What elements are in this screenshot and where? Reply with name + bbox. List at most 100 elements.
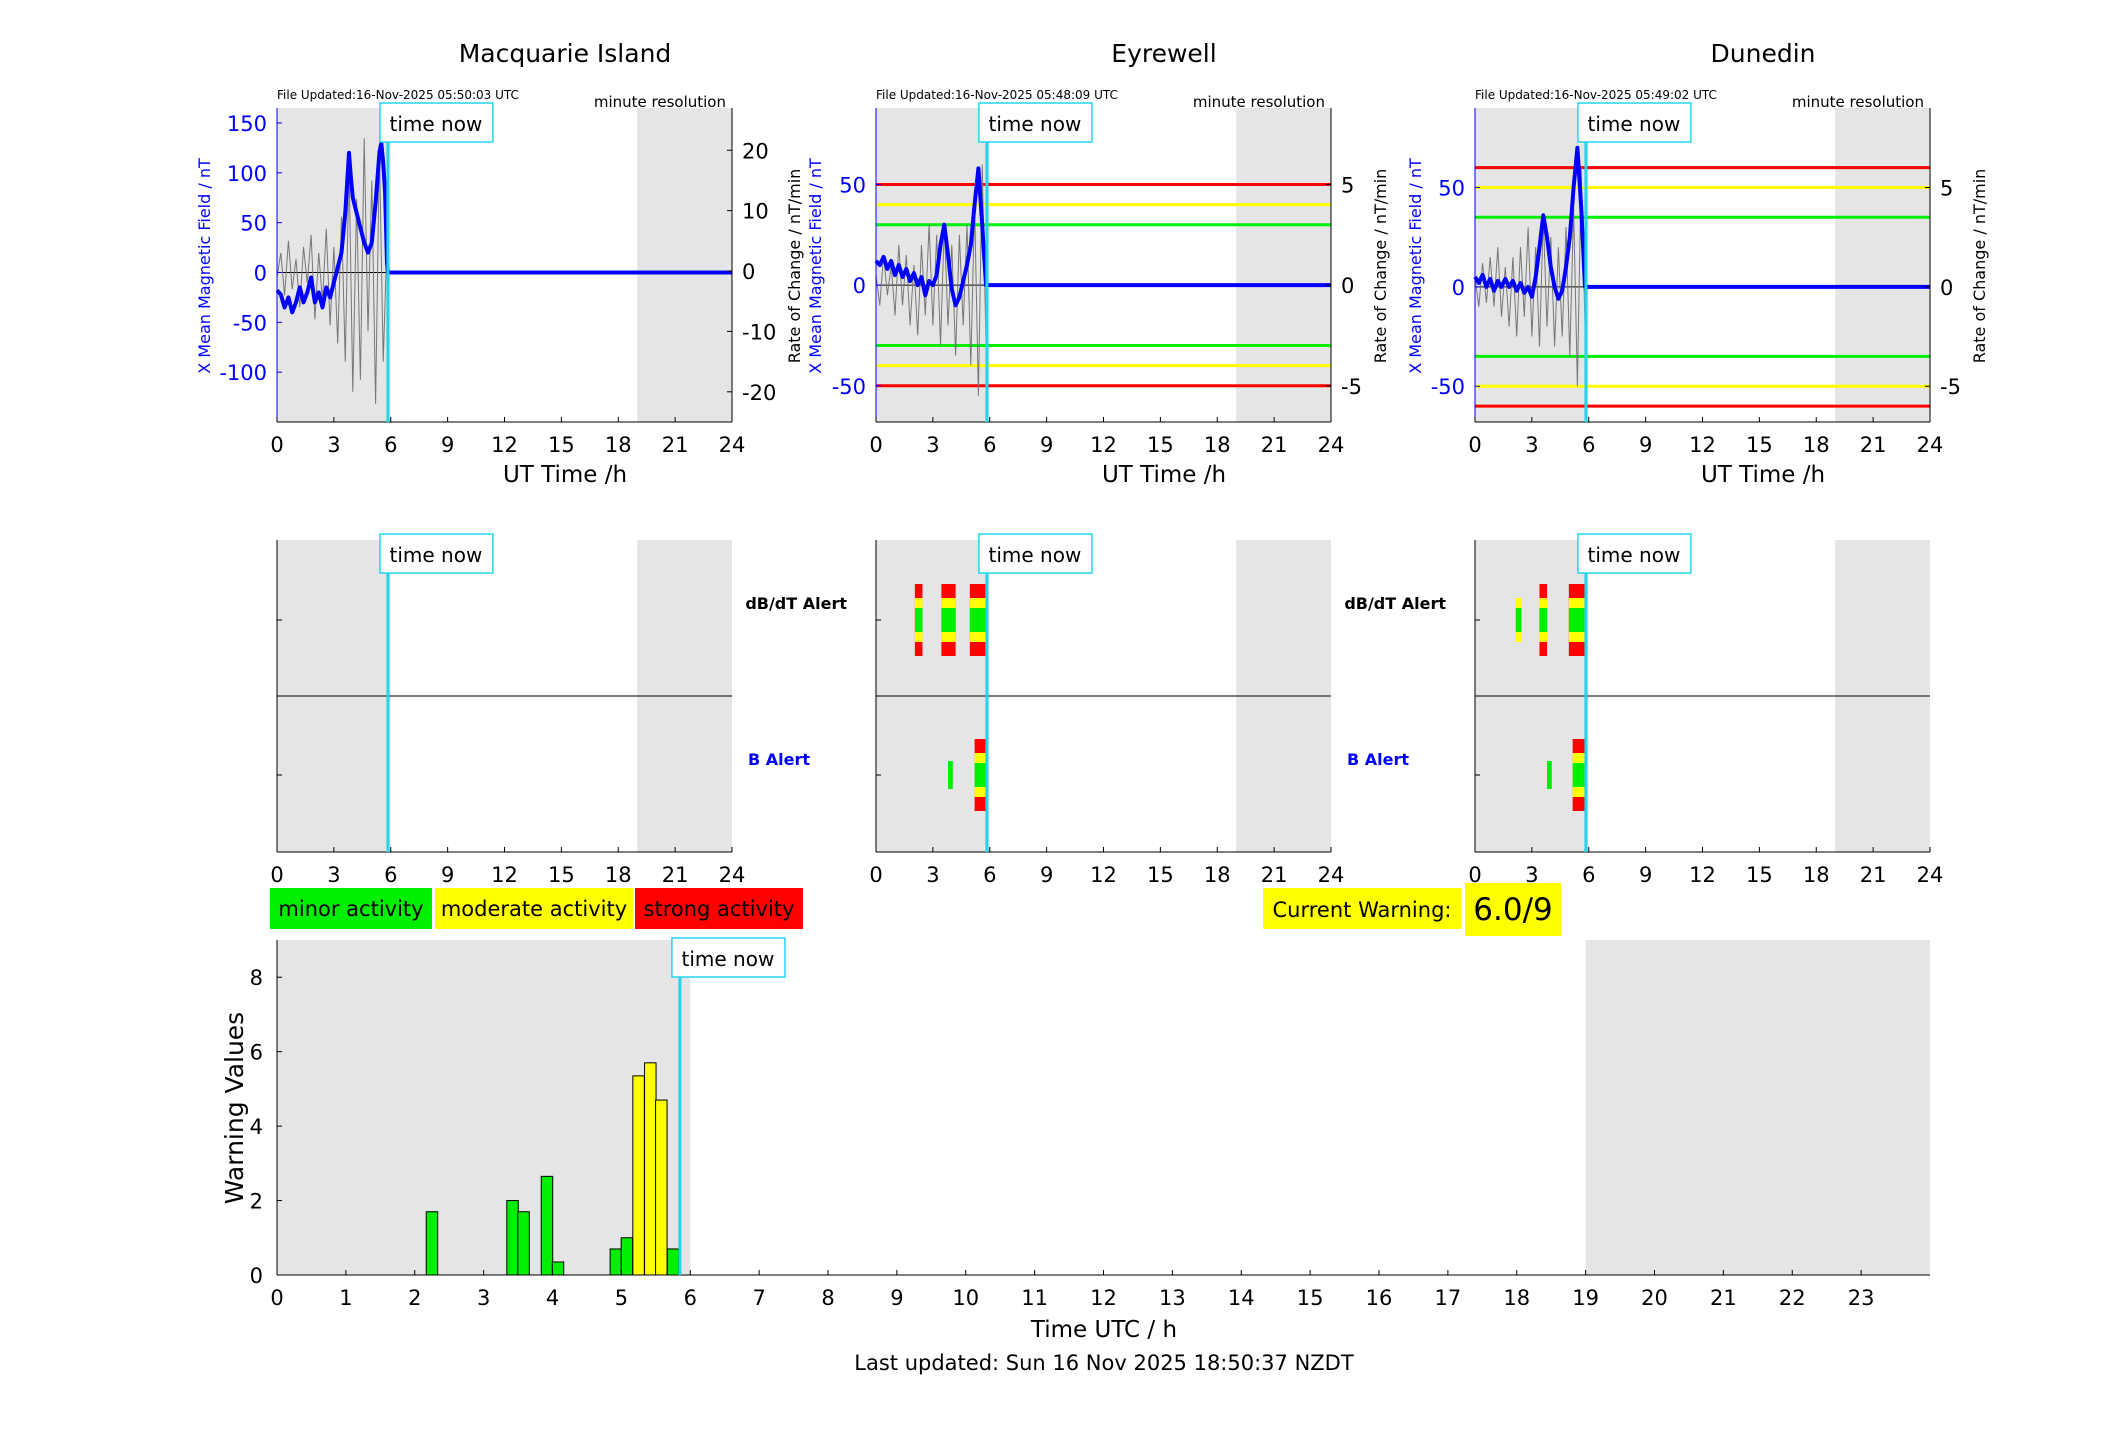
- time-now-label-macquarie: time now: [390, 112, 483, 136]
- y-left-tick-label-eyrewell-1: 0: [853, 274, 866, 298]
- night-shade-eyrewell-1: [1236, 108, 1331, 422]
- warning-x-tick-label-7: 7: [752, 1286, 765, 1310]
- warning-bar-6: [620, 1237, 634, 1276]
- dbdt-alert-label-eyrewell: dB/dT Alert: [1344, 594, 1446, 613]
- alert-x-tick-label-macquarie-6: 18: [605, 863, 632, 887]
- warning-x-tick-label-12: 12: [1090, 1286, 1117, 1310]
- warning-x-tick-label-11: 11: [1021, 1286, 1048, 1310]
- b-alert-dunedin-0-0: [1547, 761, 1552, 789]
- rate-axis-eyrewell: Rate of Change / nT/min: [1371, 169, 1390, 364]
- warning-x-tick-label-18: 18: [1503, 1286, 1530, 1310]
- warning-x-tick-label-3: 3: [477, 1286, 490, 1310]
- panel-title-macquarie: Macquarie Island: [459, 39, 672, 68]
- time-now-label-dunedin: time now: [1588, 112, 1681, 136]
- x-tick-label-macquarie-0: 0: [270, 433, 283, 457]
- warning-bar-7: [632, 1075, 645, 1276]
- warning-bar-0: [425, 1211, 439, 1276]
- alert-x-tick-label-dunedin-2: 6: [1582, 863, 1595, 887]
- warning-y-tick-label-0: 0: [250, 1264, 263, 1288]
- dbdt-alert-dunedin-2-2: [1568, 608, 1586, 632]
- file-updated-macquarie: File Updated:16-Nov-2025 05:50:03 UTC: [277, 88, 519, 102]
- x-tick-label-macquarie-2: 6: [384, 433, 397, 457]
- field-series-macquarie: [275, 140, 732, 315]
- warning-x-tick-label-15: 15: [1297, 1286, 1324, 1310]
- warning-bar-5: [609, 1248, 623, 1276]
- dbdt-alert-eyrewell-0-2: [914, 608, 923, 632]
- night-shade-dunedin-0: [1475, 108, 1589, 422]
- alert-x-tick-label-eyrewell-1: 3: [926, 863, 939, 887]
- dbdt-alert-eyrewell-1-2: [941, 608, 956, 632]
- alert-x-tick-label-dunedin-3: 9: [1639, 863, 1652, 887]
- y-right-tick-label-eyrewell-0: -5: [1341, 375, 1362, 399]
- y-left-tick-label-macquarie-3: 50: [240, 212, 267, 236]
- y-right-tick-label-eyrewell-1: 0: [1341, 274, 1354, 298]
- y-right-tick-label-eyrewell-2: 5: [1341, 173, 1354, 197]
- legend-minor-swatch: [270, 888, 432, 929]
- alert-x-tick-label-dunedin-4: 12: [1689, 863, 1716, 887]
- warning-x-tick-label-5: 5: [615, 1286, 628, 1310]
- alert-x-tick-label-dunedin-6: 18: [1803, 863, 1830, 887]
- warning-time-now-box: [671, 937, 786, 978]
- alert-x-tick-label-dunedin-0: 0: [1468, 863, 1481, 887]
- current-warning-label: Current Warning:: [1273, 898, 1452, 922]
- y-right-tick-label-macquarie-1: -10: [742, 320, 776, 344]
- ut-time-axis-eyrewell: UT Time /h: [1102, 462, 1226, 488]
- legend-strong-label: strong activity: [644, 897, 795, 921]
- warning-night-shade-1: [1585, 940, 1930, 1275]
- warning-x-tick-label-22: 22: [1779, 1286, 1806, 1310]
- warning-bar-9: [655, 1099, 668, 1276]
- x-tick-label-eyrewell-4: 12: [1090, 433, 1117, 457]
- x-tick-label-dunedin-0: 0: [1468, 433, 1481, 457]
- warning-values-axis: Warning Values: [220, 1012, 249, 1204]
- y-left-tick-label-eyrewell-0: -50: [832, 375, 866, 399]
- x-tick-label-dunedin-6: 18: [1803, 433, 1830, 457]
- field-series-dunedin: [1473, 145, 1930, 301]
- ut-time-axis-macquarie: UT Time /h: [503, 462, 627, 488]
- x-tick-label-eyrewell-5: 15: [1147, 433, 1174, 457]
- warning-time-axis: Time UTC / h: [1030, 1317, 1177, 1343]
- y-right-tick-label-dunedin-1: 0: [1940, 276, 1953, 300]
- warning-x-tick-label-17: 17: [1435, 1286, 1462, 1310]
- y-left-tick-label-macquarie-0: -100: [219, 361, 267, 385]
- alert-x-tick-label-macquarie-8: 24: [719, 863, 746, 887]
- warning-x-tick-label-14: 14: [1228, 1286, 1255, 1310]
- dbdt-alert-dunedin-0-1: [1515, 608, 1522, 632]
- night-shade-macquarie-0: [277, 108, 391, 422]
- rate-axis-macquarie: Rate of Change / nT/min: [785, 169, 804, 364]
- alert-x-tick-label-dunedin-1: 3: [1525, 863, 1538, 887]
- x-tick-label-eyrewell-6: 18: [1204, 433, 1231, 457]
- x-tick-label-eyrewell-8: 24: [1318, 433, 1345, 457]
- warning-x-tick-label-10: 10: [952, 1286, 979, 1310]
- alert-time-now-box-eyrewell: [978, 533, 1093, 574]
- y-right-tick-label-macquarie-3: 10: [742, 200, 769, 224]
- alert-x-tick-label-eyrewell-3: 9: [1040, 863, 1053, 887]
- warning-y-tick-label-3: 6: [250, 1041, 263, 1065]
- x-tick-label-dunedin-2: 6: [1582, 433, 1595, 457]
- alert-x-tick-label-macquarie-2: 6: [384, 863, 397, 887]
- alert-x-tick-label-eyrewell-6: 18: [1204, 863, 1231, 887]
- x-tick-label-dunedin-7: 21: [1860, 433, 1887, 457]
- x-tick-label-eyrewell-7: 21: [1261, 433, 1288, 457]
- alert-x-tick-label-eyrewell-5: 15: [1147, 863, 1174, 887]
- y-left-tick-label-dunedin-2: 50: [1438, 176, 1465, 200]
- minute-resolution-eyrewell: minute resolution: [1193, 93, 1325, 111]
- x-tick-label-eyrewell-2: 6: [983, 433, 996, 457]
- alert-time-now-box-macquarie: [379, 533, 494, 574]
- warning-y-tick-label-2: 4: [250, 1115, 263, 1139]
- y-left-tick-label-eyrewell-2: 50: [839, 173, 866, 197]
- x-field-axis-dunedin: X Mean Magnetic Field / nT: [1406, 158, 1425, 374]
- x-tick-label-eyrewell-3: 9: [1040, 433, 1053, 457]
- night-shade-eyrewell-0: [876, 108, 990, 422]
- x-tick-label-macquarie-8: 24: [719, 433, 746, 457]
- warning-x-tick-label-21: 21: [1710, 1286, 1737, 1310]
- warning-x-tick-label-6: 6: [684, 1286, 697, 1310]
- ut-time-axis-dunedin: UT Time /h: [1701, 462, 1825, 488]
- warning-x-tick-label-4: 4: [546, 1286, 559, 1310]
- alert-x-tick-label-eyrewell-2: 6: [983, 863, 996, 887]
- alert-x-tick-label-macquarie-1: 3: [327, 863, 340, 887]
- x-tick-label-macquarie-6: 18: [605, 433, 632, 457]
- alert-time-now-box-dunedin: [1577, 533, 1692, 574]
- warning-y-tick-label-4: 8: [250, 966, 263, 990]
- x-field-axis-eyrewell: X Mean Magnetic Field / nT: [806, 158, 825, 374]
- night-shade-dunedin-1: [1835, 108, 1930, 422]
